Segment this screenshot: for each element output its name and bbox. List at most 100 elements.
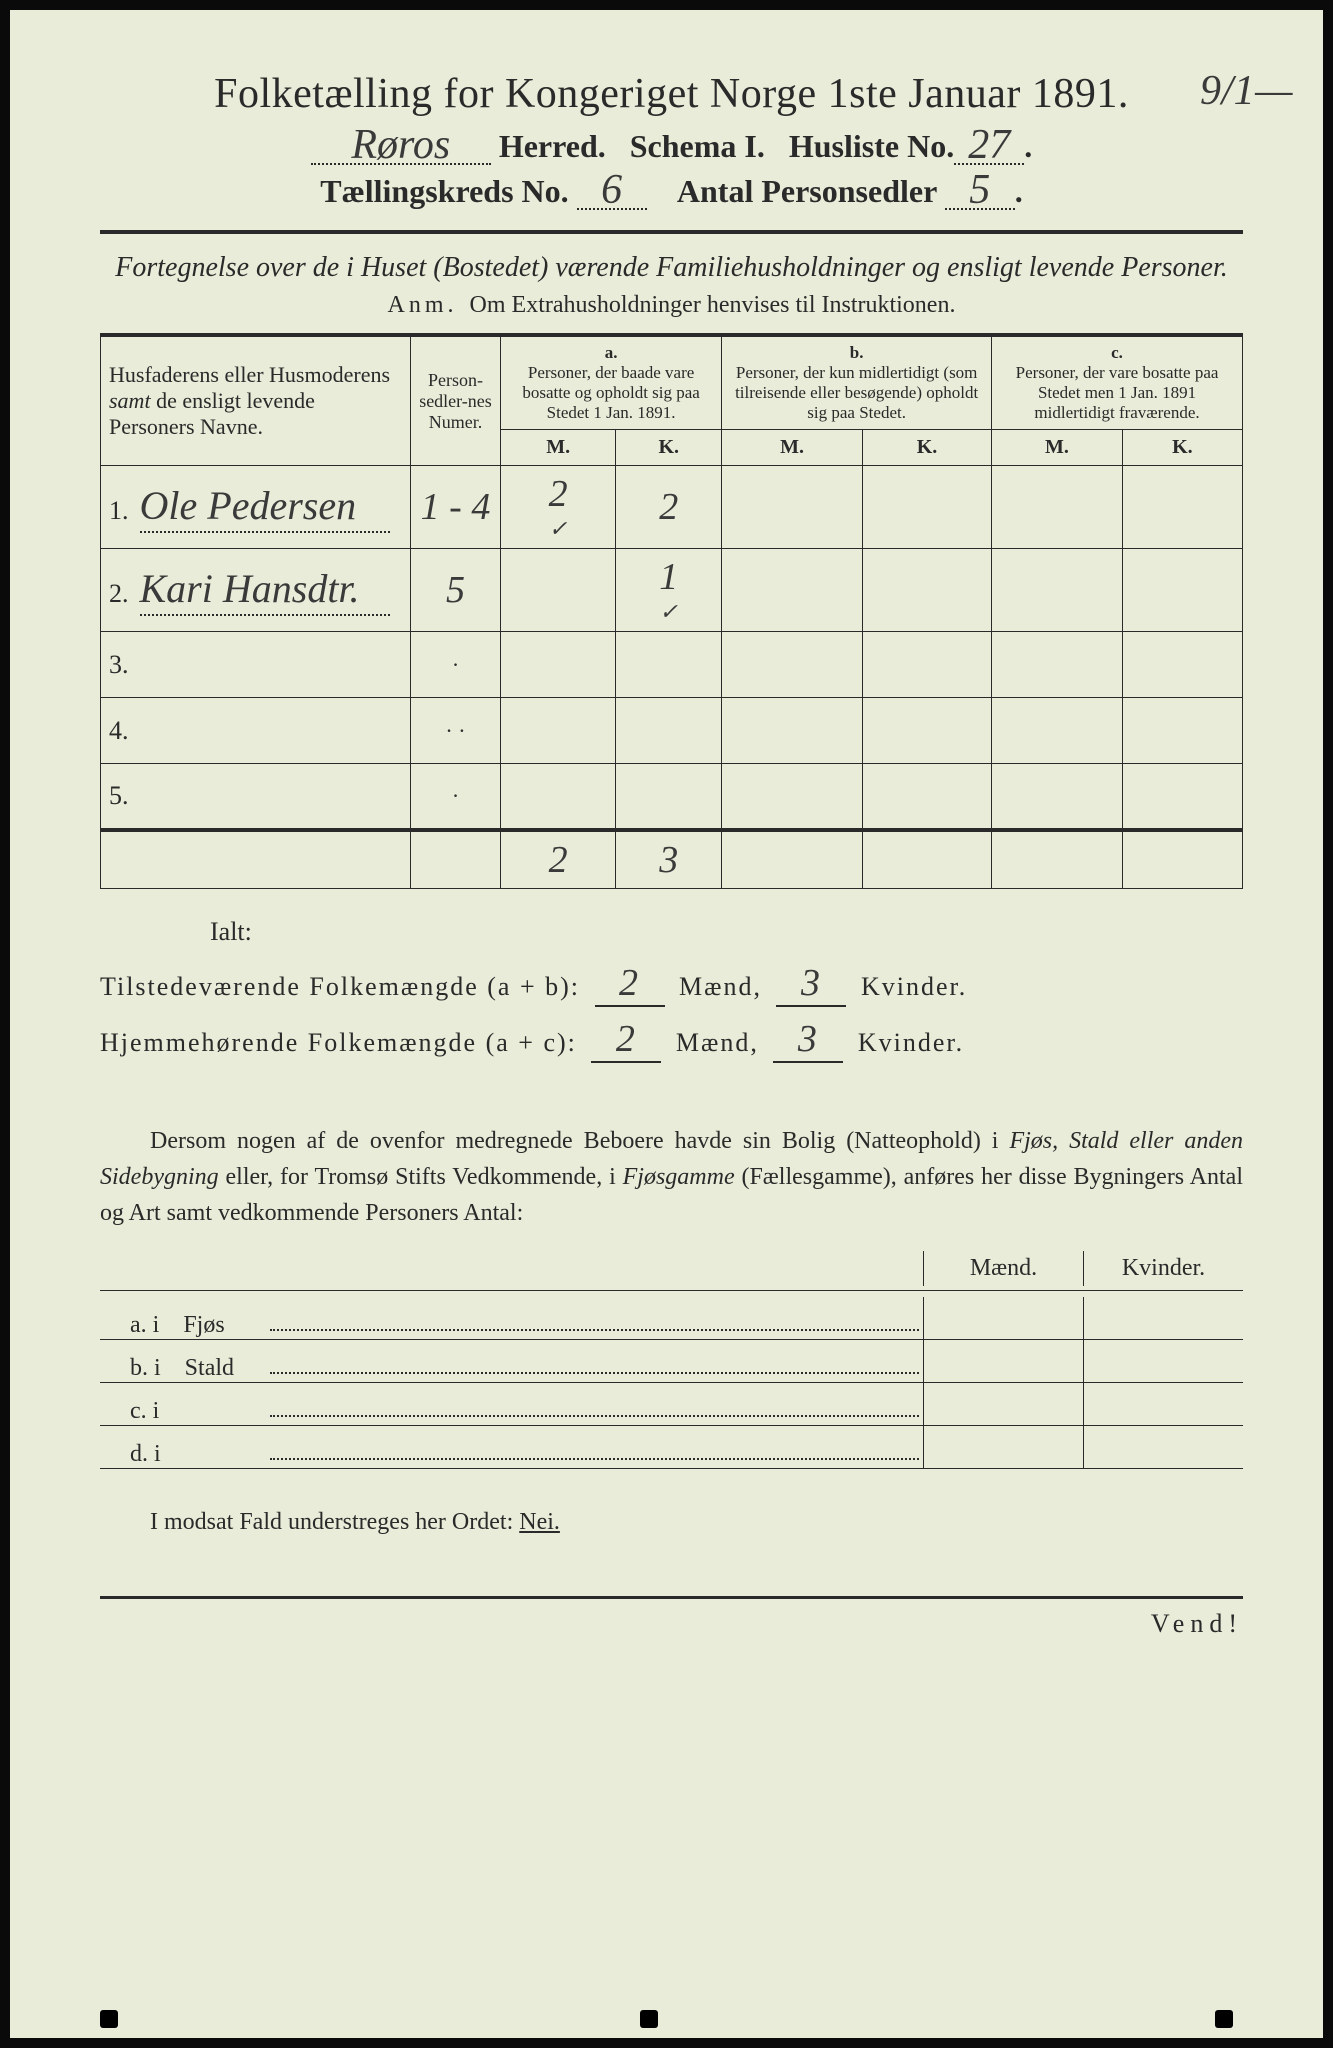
row-label: Fjøs [183,1312,224,1338]
hjemme-k: 3 [773,1017,843,1063]
row-name-value: Kari Hansdtr. [140,565,390,616]
col-c-k: K. [1122,430,1242,466]
table-row: 3. · [101,632,1243,698]
col-b-m: M. [722,430,863,466]
col-header-a: a. Personer, der baade vare bosatte og o… [501,335,722,430]
anm-text: Om Extrahusholdninger henvises til Instr… [470,292,956,318]
building-section: Mænd. Kvinder. a. i Fjøs b. i Stald c. i… [100,1251,1243,1469]
col-b-k: K. [862,430,991,466]
vend-label: Vend! [100,1596,1243,1639]
col-header-name: Husfaderens eller Husmode­rens samt de e… [101,335,411,466]
row-prefix: d. i [130,1441,161,1467]
punch-hole [100,2010,118,2028]
margin-date: 9/1— [1200,75,1293,109]
total-ak: 3 [659,839,678,881]
col-header-c: c. Personer, der vare bosatte paa Stedet… [992,335,1243,430]
cell-am [501,549,616,632]
kvinder-label2: Kvinder. [858,1028,964,1057]
building-kvinder: Kvinder. [1083,1251,1243,1286]
col-a-m: M. [501,430,616,466]
row-prefix: a. i [130,1312,159,1338]
table-body: 1. Ole Pedersen 1 - 4 2✓ 2 2. Kari Hansd… [101,466,1243,889]
building-row: c. i [100,1383,1243,1426]
col-header-numer: Person-sedler-nes Numer. [411,335,501,466]
col-header-b: b. Personer, der kun midlertidigt (som t… [722,335,992,430]
summary-section: Ialt: Tilstedeværende Folkemængde (a + b… [100,917,1243,1063]
page-title: Folketælling for Kongeriget Norge 1ste J… [100,70,1243,118]
hjemme-label: Hjemmehørende Folkemængde (a + c): [100,1028,577,1057]
header-line-1: Røros Herred. Schema I. Husliste No.27. [100,128,1243,165]
col-c-label: c. [1111,343,1123,362]
kreds-label: Tællingskreds No. [320,173,568,209]
cell-ak: 2 [659,486,678,528]
table-row: 2. Kari Hansdtr. 5 1✓ [101,549,1243,632]
divider [100,230,1243,234]
building-header: Mænd. Kvinder. [100,1251,1243,1291]
col-a-text: Personer, der baade vare bosatte og opho… [522,363,700,422]
cell-numer: 5 [446,569,465,611]
col-a-k: K. [616,430,722,466]
herred-label: Herred. [499,128,606,164]
herred-value: Røros [311,129,491,165]
nei-line: I modsat Fald understreges her Ordet: Ne… [100,1509,1243,1536]
row-label: Stald [185,1355,234,1381]
row-prefix: b. i [130,1355,161,1381]
row-num: 5. [109,781,133,811]
kvinder-label: Kvinder. [861,972,967,1001]
col-b-text: Personer, der kun midlertidigt (som tilr… [735,363,978,422]
building-row: b. i Stald [100,1340,1243,1383]
husliste-label: Husliste No. [789,128,954,164]
maend-label: Mænd, [679,972,762,1001]
building-row: a. i Fjøs [100,1297,1243,1340]
building-row: d. i [100,1426,1243,1469]
cell-cm [992,466,1123,549]
cell-bm [722,549,863,632]
totals-row: 2 3 [101,830,1243,889]
col-a-label: a. [605,343,618,362]
cell-bm [722,466,863,549]
row-num: 3. [109,650,133,680]
row-num: 2. [109,579,133,609]
cell-bk [862,549,991,632]
census-table: Husfaderens eller Husmode­rens samt de e… [100,333,1243,889]
kreds-value: 6 [577,174,647,210]
census-page: Folketælling for Kongeriget Norge 1ste J… [10,10,1323,2038]
row-num: 4. [109,716,133,746]
tilstede-line: Tilstedeværende Folkemængde (a + b): 2 M… [100,961,1243,1007]
cell-bk [862,466,991,549]
ialt-label: Ialt: [210,917,1243,947]
cell-ak: 1 [659,556,678,598]
table-row: 5. · [101,764,1243,830]
cell-cm [992,549,1123,632]
row-num: 1. [109,496,133,526]
cell-ck [1122,549,1242,632]
cell-numer: 1 - 4 [421,486,491,528]
maend-label2: Mænd, [676,1028,759,1057]
col-b-label: b. [850,343,864,362]
col-c-text: Personer, der vare bosatte paa Stedet me… [1016,363,1219,422]
schema-label: Schema I. [630,128,765,164]
tilstede-k: 3 [776,961,846,1007]
table-row: 1. Ole Pedersen 1 - 4 2✓ 2 [101,466,1243,549]
annotation: Anm. Om Extrahusholdninger henvises til … [100,292,1243,319]
subtitle: Fortegnelse over de i Huset (Bostedet) v… [100,252,1243,284]
tilstede-label: Tilstedeværende Folkemængde (a + b): [100,972,580,1001]
row-prefix: c. i [130,1398,159,1424]
cell-am: 2 [549,473,568,515]
hjemme-line: Hjemmehørende Folkemængde (a + c): 2 Mæn… [100,1017,1243,1063]
total-am: 2 [549,839,568,881]
paragraph: Dersom nogen af de ovenfor medregnede Be… [100,1123,1243,1231]
row-name-value: Ole Pedersen [140,482,390,533]
title-text: Folketælling for Kongeriget Norge 1ste J… [214,71,1129,117]
cell-ck [1122,466,1242,549]
hjemme-m: 2 [591,1017,661,1063]
nei-prefix: I modsat Fald understreges her Ordet: [150,1509,513,1535]
col-c-m: M. [992,430,1123,466]
anm-prefix: Anm. [388,292,458,318]
antal-label: Antal Personsedler [677,173,937,209]
punch-hole [1215,2010,1233,2028]
tilstede-m: 2 [595,961,665,1007]
punch-hole [640,2010,658,2028]
table-row: 4. · · [101,698,1243,764]
building-maend: Mænd. [923,1251,1083,1286]
